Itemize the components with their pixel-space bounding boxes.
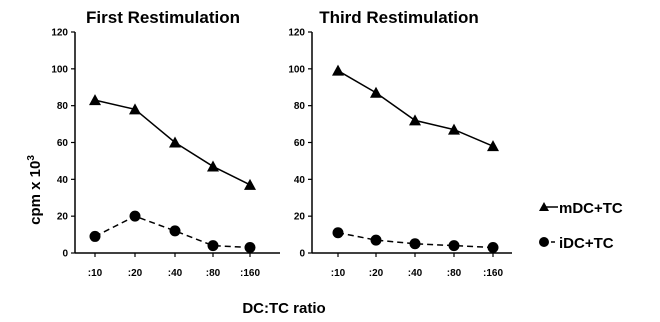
data-point-idc xyxy=(129,210,141,222)
x-tick-label: :40 xyxy=(168,268,183,279)
x-tick-label: :160 xyxy=(483,268,503,279)
series-line-idc xyxy=(337,232,494,249)
data-point-idc xyxy=(207,240,219,252)
data-point-mdc xyxy=(207,160,219,172)
y-tick-label: 60 xyxy=(294,138,306,149)
legend-label-idc: iDC+TC xyxy=(559,235,614,252)
x-tick-label: :40 xyxy=(408,268,423,279)
y-tick-label: 80 xyxy=(294,101,306,112)
data-point-idc xyxy=(169,225,181,237)
x-axis-label: DC:TC ratio xyxy=(242,300,325,317)
y-tick-label: 60 xyxy=(57,138,69,149)
data-point-idc xyxy=(448,240,460,252)
legend-label-mdc: mDC+TC xyxy=(559,200,623,217)
data-point-mdc xyxy=(448,123,460,135)
x-tick-label: :20 xyxy=(128,268,143,279)
x-tick-label: :80 xyxy=(206,268,221,279)
plot-first-restimulation: 0 20 40 60 80 100 120 :10 :20 :40 :80 :160 xyxy=(51,28,280,279)
legend-marker-idc xyxy=(539,237,549,247)
data-point-idc xyxy=(244,241,256,253)
y-axis-label: cpm x 103 xyxy=(26,155,44,225)
legend: mDC+TC iDC+TC xyxy=(539,200,623,252)
y-tick-label: 20 xyxy=(57,212,69,223)
data-point-idc xyxy=(370,234,382,246)
y-tick-label: 0 xyxy=(62,249,68,260)
y-tick-label: 0 xyxy=(299,249,305,260)
data-point-idc xyxy=(332,227,344,239)
panel-title-third: Third Restimulation xyxy=(319,8,479,27)
series-line-mdc xyxy=(337,70,494,147)
data-point-idc xyxy=(409,238,421,250)
y-tick-label: 100 xyxy=(51,64,68,75)
panel-title-first: First Restimulation xyxy=(86,8,240,27)
data-point-idc xyxy=(487,241,499,253)
data-point-mdc xyxy=(129,103,141,115)
x-tick-label: :10 xyxy=(88,268,103,279)
y-tick-label: 40 xyxy=(57,175,69,186)
y-axis-label-text: cpm x 10 xyxy=(27,161,44,225)
data-point-mdc xyxy=(487,140,499,152)
data-point-mdc xyxy=(332,64,344,76)
data-point-idc xyxy=(89,230,101,242)
y-axis-label-superscript: 3 xyxy=(26,155,37,161)
x-tick-label: :10 xyxy=(331,268,346,279)
x-tick-label: :20 xyxy=(369,268,384,279)
x-tick-label: :80 xyxy=(447,268,462,279)
y-tick-label: 40 xyxy=(294,175,306,186)
data-point-mdc xyxy=(169,136,181,148)
y-tick-label: 100 xyxy=(288,64,305,75)
data-point-mdc xyxy=(244,178,256,190)
data-point-mdc xyxy=(370,86,382,98)
legend-marker-mdc xyxy=(539,202,549,211)
y-tick-label: 80 xyxy=(57,101,69,112)
y-tick-label: 120 xyxy=(288,28,305,39)
data-point-mdc xyxy=(409,114,421,126)
plot-third-restimulation: 0 20 40 60 80 100 120 :10 :20 :40 :80 :160 xyxy=(288,28,512,279)
series-line-idc xyxy=(94,215,251,249)
data-point-mdc xyxy=(89,94,101,106)
x-tick-label: :160 xyxy=(240,268,260,279)
y-tick-label: 20 xyxy=(294,212,306,223)
y-tick-label: 120 xyxy=(51,28,68,39)
